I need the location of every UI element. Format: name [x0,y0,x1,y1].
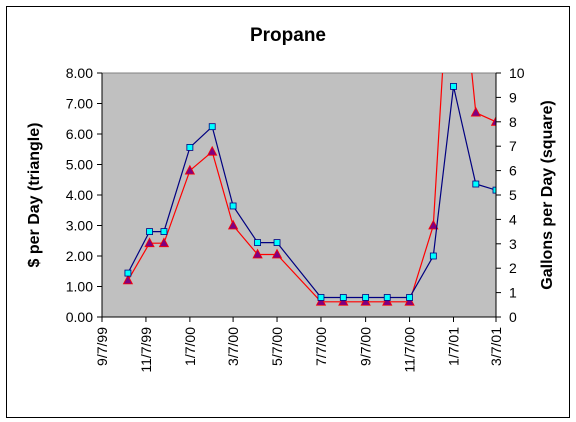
y-axis-title-right: Gallons per Day (square) [539,100,556,289]
y-tick-label-left: 3.00 [66,218,93,234]
square-marker [383,294,391,301]
triangle-marker [404,295,415,306]
square-marker [362,294,370,301]
square-marker [406,294,413,301]
y-tick-label-left: 5.00 [66,157,93,173]
square-marker [124,269,132,277]
triangle-marker [184,164,196,175]
square-marker [229,202,237,210]
y-tick-label-right: 1 [509,285,517,301]
x-tick-label: 1/7/01 [446,327,462,366]
triangle-marker [360,295,371,306]
triangle-marker [207,145,218,156]
x-tick-label: 5/7/00 [269,327,285,366]
y-tick-label-right: 3 [509,236,517,252]
triangle-marker [158,237,170,248]
x-tick-label: 11/7/99 [138,327,154,373]
y-tick-label-left: 2.00 [66,248,93,264]
y-tick-label-right: 7 [509,138,517,154]
chart-title: Propane [250,25,326,46]
triangle-marker [338,295,349,306]
y-tick-label-right: 0 [509,309,517,325]
y-tick-label-left: 4.00 [66,187,93,203]
triangle-marker [227,219,239,230]
square-marker [273,239,281,246]
y-tick-label-right: 2 [509,260,517,276]
y-tick-label-right: 5 [509,187,517,203]
triangle-marker [428,219,439,230]
y-tick-label-left: 0.00 [66,309,93,325]
y-tick-label-left: 8.00 [66,65,93,81]
x-tick-label: 7/7/00 [313,327,329,366]
triangle-marker [490,115,496,126]
x-tick-label: 1/7/00 [182,327,198,366]
square-marker [450,83,457,90]
square-marker [317,294,325,301]
x-tick-label: 9/7/99 [94,327,110,366]
y-axis-title-left: $ per Day (triangle) [26,123,43,268]
y-tick-label-right: 6 [509,163,517,179]
y-tick-label-left: 6.00 [66,126,93,142]
triangle-marker [470,106,481,117]
square-marker [472,180,480,188]
triangle-marker [315,295,327,306]
square-marker [160,228,168,236]
triangle-marker [122,274,134,285]
x-tick-label: 11/7/00 [402,327,418,373]
square-marker [254,239,261,246]
y-tick-label-right: 8 [509,114,517,130]
x-tick-label: 3/7/01 [488,327,504,366]
x-tick-label: 9/7/00 [358,327,374,366]
square-marker [186,144,194,151]
y-tick-label-right: 10 [509,65,525,81]
triangle-marker [271,248,283,259]
y-tick-label-right: 9 [509,89,517,105]
square-marker [339,294,347,301]
square-marker [429,252,437,260]
y-tick-label-right: 4 [509,211,517,227]
y-tick-label-left: 7.00 [66,96,93,112]
square-marker [208,123,216,131]
triangle-marker [382,295,393,306]
square-marker [146,228,153,236]
triangle-marker [144,237,155,248]
x-tick-label: 3/7/00 [225,327,241,366]
square-marker [492,186,496,194]
triangle-marker [252,248,263,259]
y-tick-label-left: 1.00 [66,279,93,295]
plot-area [101,72,497,318]
